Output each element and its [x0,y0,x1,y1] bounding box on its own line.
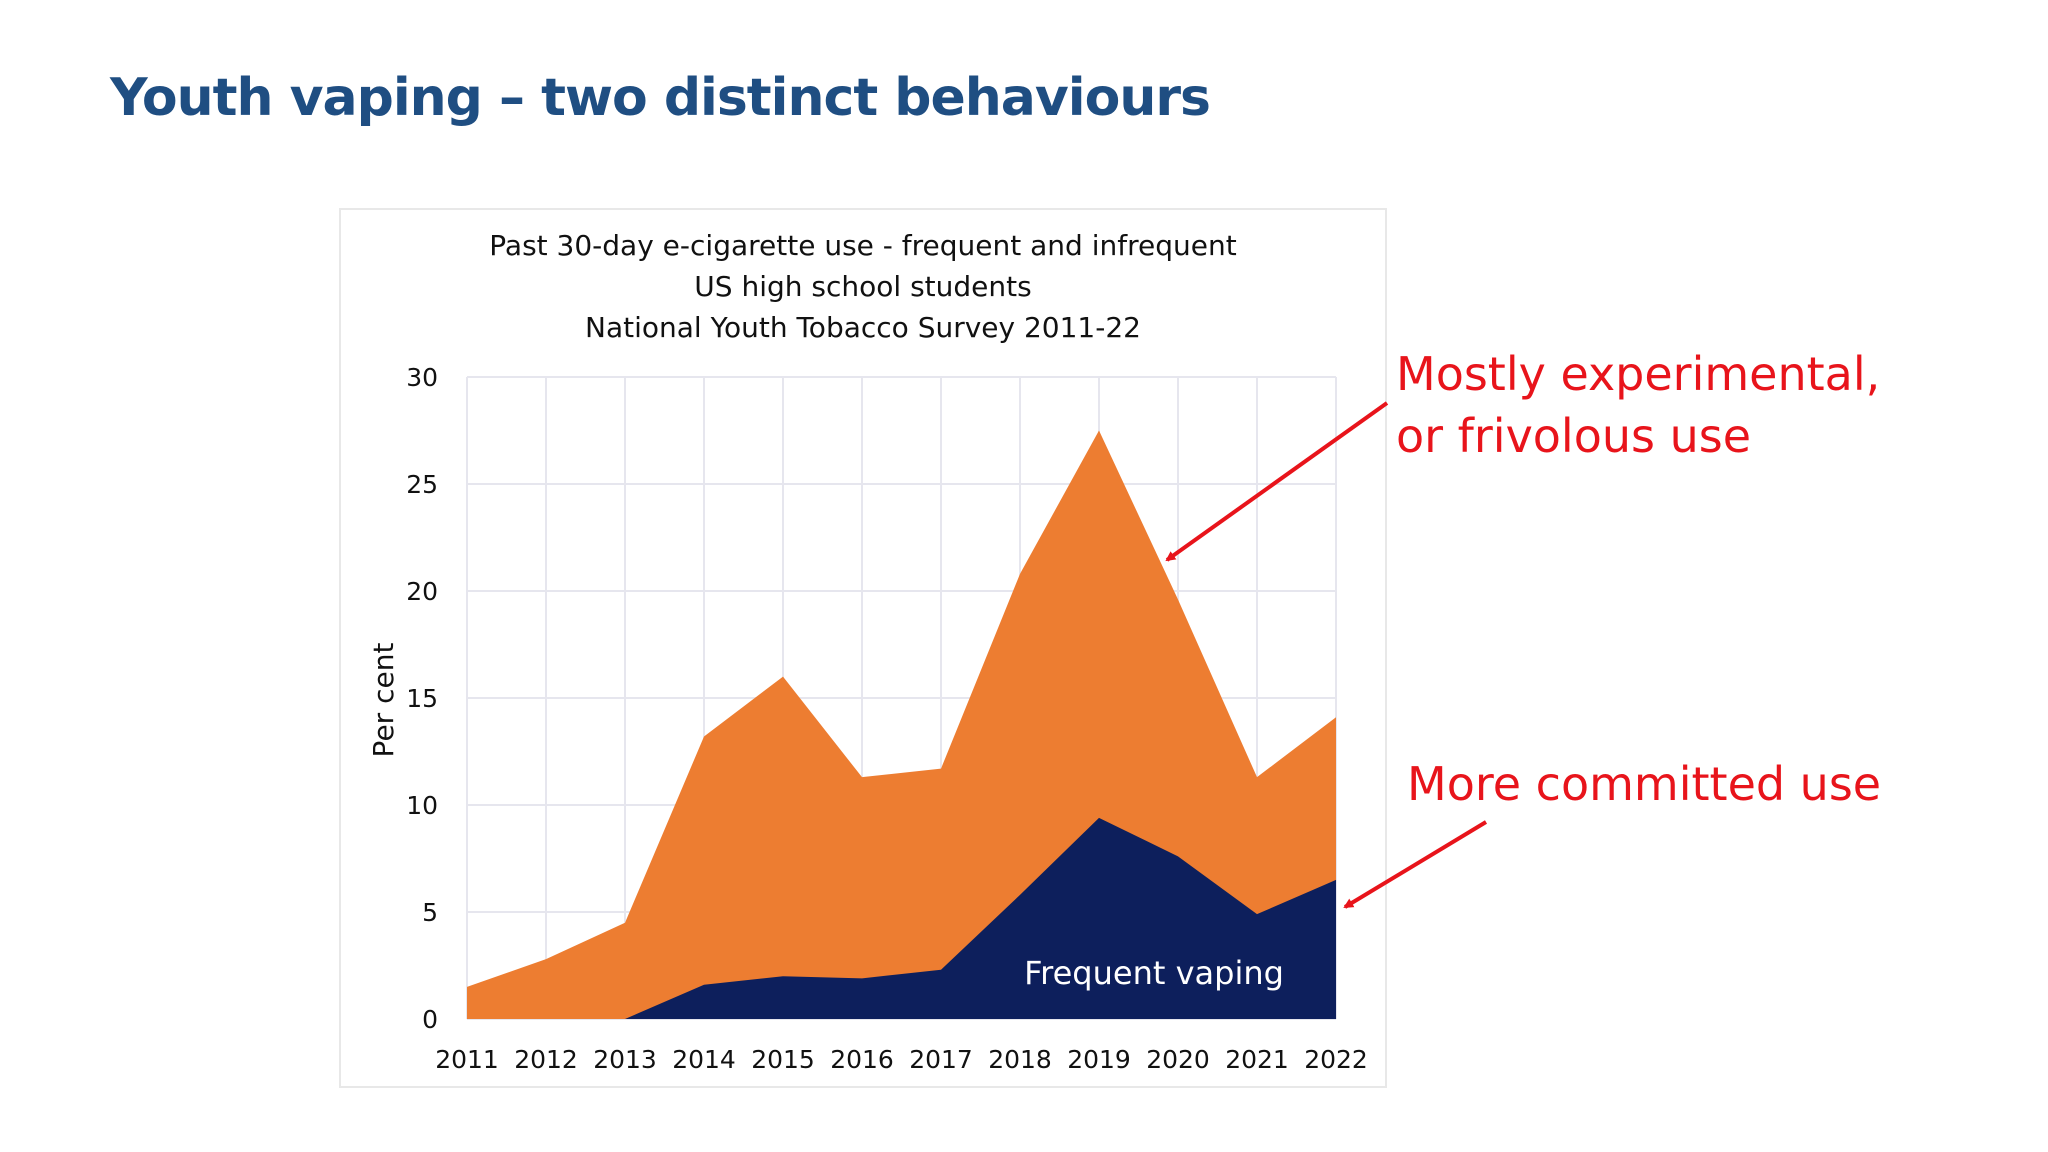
x-tick-label: 2012 [514,1045,578,1074]
annotation-experimental-line-1: Mostly experimental, [1396,347,1881,401]
x-tick-label: 2017 [909,1045,973,1074]
slide-title: Youth vaping – two distinct behaviours [110,68,1211,128]
y-tick-label: 0 [422,1005,438,1034]
y-tick-label: 5 [422,898,438,927]
annotation-experimental-line-2: or frivolous use [1396,409,1752,463]
y-tick-label: 25 [406,470,438,499]
frequent-vaping-area [467,817,1336,1019]
y-tick-label: 10 [406,791,438,820]
frequent-vaping-label: Frequent vaping [1024,954,1284,992]
y-axis-label: Per cent [367,643,400,758]
annotation-experimental: Mostly experimental, or frivolous use [1396,343,1880,467]
x-tick-label: 2019 [1067,1045,1131,1074]
y-tick-label: 15 [406,684,438,713]
y-tick-label: 20 [406,577,438,606]
x-tick-label: 2014 [672,1045,736,1074]
x-tick-label: 2011 [435,1045,499,1074]
annotation-committed: More committed use [1407,757,1882,811]
x-tick-label: 2018 [988,1045,1052,1074]
x-tick-label: 2021 [1225,1045,1289,1074]
x-tick-label: 2015 [751,1045,815,1074]
x-tick-label: 2013 [593,1045,657,1074]
x-tick-label: 2020 [1146,1045,1210,1074]
chart-title-line-1: Past 30-day e-cigarette use - frequent a… [489,229,1236,262]
arrow-upper [1165,401,1389,562]
chart-title-line-3: National Youth Tobacco Survey 2011-22 [585,311,1141,344]
chart-title-line-2: US high school students [694,270,1031,303]
x-tick-label: 2022 [1304,1045,1368,1074]
y-tick-label: 30 [406,363,438,392]
x-tick-label: 2016 [830,1045,894,1074]
arrow-lower [1343,820,1488,909]
